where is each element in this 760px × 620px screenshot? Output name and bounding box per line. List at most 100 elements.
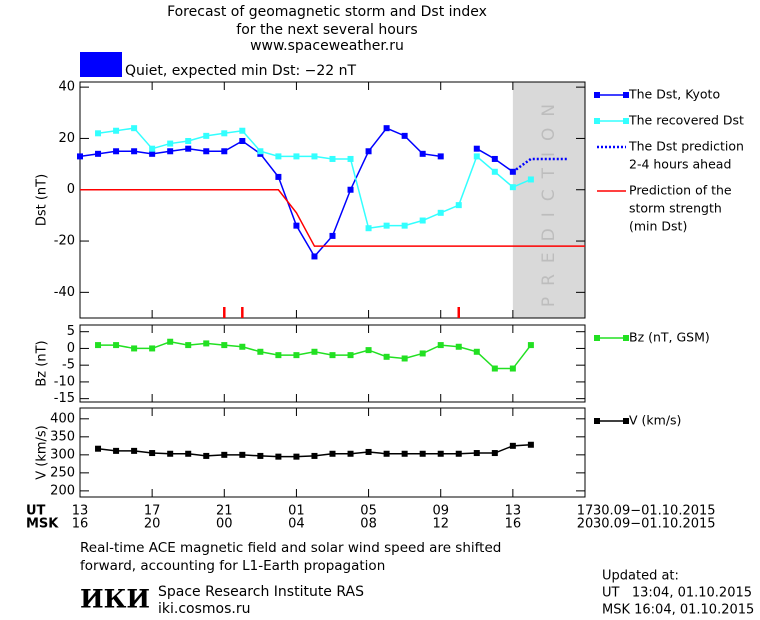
x-tick-label: 09 (432, 504, 449, 519)
y-tick-label: 0 (67, 182, 75, 197)
data-point (293, 222, 300, 229)
data-point (437, 209, 444, 216)
data-point (455, 343, 462, 350)
data-point (383, 450, 390, 457)
data-point (437, 153, 444, 160)
data-point (203, 452, 210, 459)
legend-label: Bz (nT, GSM) (629, 330, 710, 345)
data-point (203, 148, 210, 155)
legend-marker (623, 335, 629, 341)
data-point (491, 155, 498, 162)
data-point (221, 342, 228, 349)
status-text: Quiet, expected min Dst: −22 nT (125, 63, 357, 79)
data-point (419, 350, 426, 357)
title-line: www.spaceweather.ru (250, 38, 404, 54)
data-point (185, 342, 192, 349)
x-tick-label-msk: 12 (432, 517, 449, 532)
data-point (149, 145, 156, 152)
logo: ИКИ (80, 585, 150, 614)
x-row-label: MSK (26, 517, 59, 532)
legend-label: Prediction of the (629, 183, 732, 198)
y-tick-label: 400 (50, 411, 75, 426)
data-point (401, 222, 408, 229)
data-point (77, 153, 83, 160)
legend-marker (594, 92, 600, 98)
data-point (221, 130, 228, 137)
data-point (95, 342, 102, 349)
legend-marker (623, 118, 629, 124)
y-tick-label: 250 (50, 465, 75, 480)
y-axis-label: V (km/s) (35, 425, 50, 480)
data-point (347, 450, 354, 457)
data-point (401, 450, 408, 457)
data-point (131, 148, 138, 155)
data-point (311, 253, 318, 260)
y-axis-label: Dst (nT) (35, 174, 50, 226)
data-point (383, 125, 390, 132)
data-point (167, 148, 174, 155)
y-tick-label: -5 (62, 358, 75, 373)
data-point (185, 450, 192, 457)
x-tick-label: 17 (144, 504, 161, 519)
series-line (80, 188, 585, 247)
data-point (275, 153, 282, 160)
data-point (491, 450, 498, 457)
y-tick-label: -20 (54, 234, 75, 249)
data-point (221, 451, 228, 458)
data-point (527, 342, 534, 349)
data-point (419, 450, 426, 457)
data-point (473, 153, 480, 160)
prediction-label: PREDICTION (539, 93, 559, 307)
data-point (95, 445, 102, 452)
y-tick-label: 350 (50, 429, 75, 444)
y-tick-label: 300 (50, 447, 75, 462)
data-point (203, 340, 210, 347)
date-range: 30.09−01.10.2015 (593, 517, 716, 532)
data-point (257, 452, 264, 459)
data-point (473, 348, 480, 355)
date-range: 30.09−01.10.2015 (593, 504, 716, 519)
y-tick-label: -15 (54, 391, 75, 406)
data-point (509, 184, 516, 191)
legend-label: The recovered Dst (628, 113, 744, 128)
data-point (401, 132, 408, 139)
data-point (311, 452, 318, 459)
data-point (131, 345, 138, 352)
data-point (239, 451, 246, 458)
x-tick-label: 01 (288, 504, 305, 519)
footer-note: forward, accounting for L1-Earth propaga… (80, 558, 385, 574)
data-point (329, 352, 336, 359)
data-point (311, 348, 318, 355)
data-point (113, 447, 120, 454)
data-point (239, 343, 246, 350)
site: iki.cosmos.ru (158, 601, 250, 617)
x-tick-label-msk: 20 (577, 517, 594, 532)
data-point (365, 148, 372, 155)
data-point (149, 345, 156, 352)
plot-frame (79, 407, 586, 498)
data-point (149, 150, 156, 157)
legend-marker (594, 335, 600, 341)
data-point (473, 145, 480, 152)
data-point (491, 168, 498, 175)
data-point (383, 353, 390, 360)
data-point (275, 173, 282, 180)
legend-label: (min Dst) (629, 219, 687, 234)
data-point (113, 127, 120, 134)
data-point (347, 352, 354, 359)
data-point (365, 448, 372, 455)
data-point (329, 232, 336, 239)
data-point (419, 217, 426, 224)
data-point (347, 155, 354, 162)
data-point (293, 352, 300, 359)
legend-label: The Dst, Kyoto (628, 87, 720, 102)
legend-marker (623, 92, 629, 98)
y-tick-label: 200 (50, 483, 75, 498)
data-point (329, 450, 336, 457)
plot-frame (79, 81, 586, 319)
x-tick-label-msk: 16 (505, 517, 522, 532)
y-tick-label: 0 (67, 341, 75, 356)
y-tick-label: -40 (54, 285, 75, 300)
data-point (473, 450, 480, 457)
x-tick-label-msk: 20 (144, 517, 161, 532)
